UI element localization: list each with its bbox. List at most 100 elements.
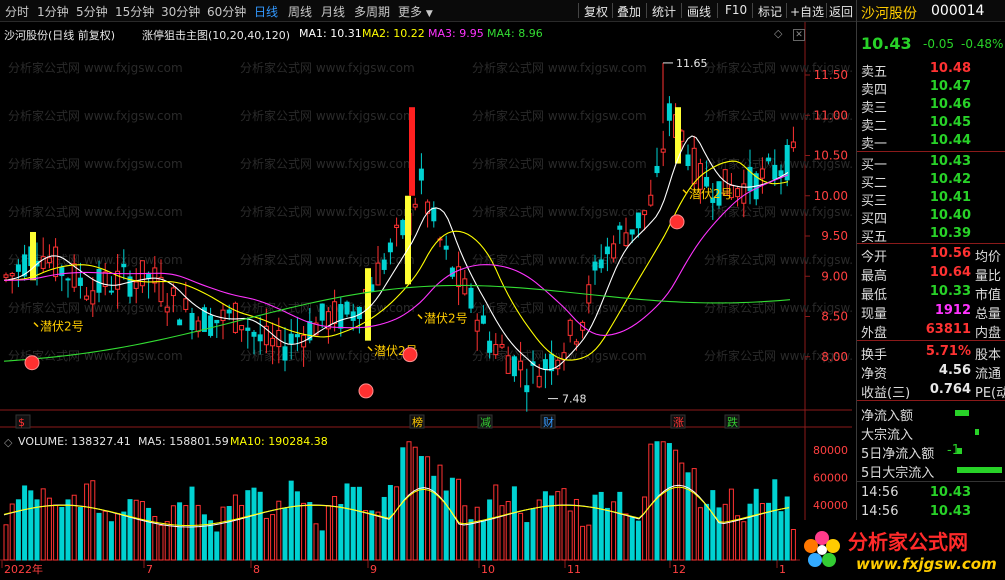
- volume-bar: [592, 494, 598, 561]
- toolbar-divider: [612, 3, 613, 18]
- tab-15min[interactable]: 15分钟: [115, 5, 155, 19]
- low-label: 7.48: [562, 393, 587, 406]
- volume-bar: [245, 490, 251, 561]
- back-button[interactable]: 返回: [829, 5, 854, 19]
- time-axis-label: 9: [370, 563, 377, 576]
- candle-body: [313, 322, 319, 336]
- tab-monthly[interactable]: 月线: [321, 5, 346, 19]
- tab-more[interactable]: 更多 ▼: [398, 3, 433, 20]
- volume-bar: [660, 441, 666, 561]
- ask-row: 卖三 10.46: [861, 97, 971, 116]
- candle-body: [592, 261, 598, 271]
- candle-body: [220, 309, 226, 322]
- candle-body: [183, 298, 189, 310]
- candle-body: [766, 157, 772, 162]
- signal-arrow: [367, 346, 373, 352]
- overlay-button[interactable]: 叠加: [617, 5, 642, 19]
- diamond-icon[interactable]: ◇: [774, 27, 783, 40]
- volume-bar: [598, 491, 604, 561]
- indicator-name: 涨停狙击主图(10,20,40,120): [142, 29, 291, 42]
- add-watchlist-button[interactable]: +自选: [790, 5, 825, 19]
- volume-bar: [195, 504, 201, 561]
- tab-30min[interactable]: 30分钟: [161, 5, 201, 19]
- candle-body: [542, 359, 548, 370]
- stats-button[interactable]: 统计: [652, 5, 677, 19]
- watermark-text: 分析家公式网 www.fxjgsw.com: [704, 348, 852, 363]
- price-axis-label: 8.50: [821, 310, 848, 324]
- volume-bar: [164, 521, 170, 561]
- volume-bar: [65, 499, 71, 561]
- event-marker: 减: [480, 416, 491, 429]
- time-axis-label: 11: [567, 563, 581, 576]
- price-axis-label: 9.00: [821, 269, 848, 283]
- tab-weekly[interactable]: 周线: [288, 5, 313, 19]
- candle-body: [400, 220, 406, 236]
- volume-bar: [406, 441, 412, 561]
- stat-row: 净资 4.56 流通: [861, 363, 1002, 382]
- candle-body: [77, 277, 83, 286]
- volume-bar: [239, 504, 245, 561]
- volume-bar: [449, 477, 455, 561]
- ticks-divider: [857, 481, 1005, 482]
- tab-daily[interactable]: 日线: [254, 5, 279, 19]
- close-icon[interactable]: ✕: [793, 29, 805, 41]
- flow-divider: [857, 400, 1005, 401]
- candle-body: [623, 232, 629, 247]
- draw-line-button[interactable]: 画线: [687, 5, 712, 19]
- tab-timeshare[interactable]: 分时: [5, 5, 30, 19]
- volume-bar: [28, 490, 34, 561]
- volume-bar: [741, 521, 747, 561]
- candle-body: [536, 375, 542, 388]
- price-change-pct: -0.48%: [961, 37, 1004, 51]
- volume-bar: [108, 521, 114, 561]
- candle-body: [214, 319, 220, 324]
- candle-body: [487, 340, 493, 353]
- candle-body: [642, 210, 648, 216]
- candle-body: [59, 267, 65, 277]
- stock-code: 000014: [931, 3, 985, 19]
- candle-body: [617, 225, 623, 230]
- event-marker: 跌: [727, 415, 738, 429]
- candle-body: [443, 245, 449, 250]
- flow-value: -1: [947, 443, 960, 458]
- stats-divider: [857, 243, 1005, 244]
- signal-dot: [24, 355, 40, 371]
- volume-bar: [648, 443, 654, 561]
- candle-body: [747, 166, 753, 192]
- tab-multi-period[interactable]: 多周期: [354, 5, 391, 19]
- candle-body: [704, 176, 710, 187]
- logo-url: www.fxjgsw.com: [856, 555, 997, 573]
- ask-row: 卖一 10.44: [861, 133, 971, 152]
- candle-body: [251, 331, 257, 337]
- tab-5min[interactable]: 5分钟: [76, 5, 108, 19]
- tab-60min[interactable]: 60分钟: [207, 5, 247, 19]
- chart-canvas[interactable]: 分析家公式网 www.fxjgsw.com 分析家公式网 www.fxjgsw.c…: [0, 22, 852, 580]
- kline-chart[interactable]: 分析家公式网 www.fxjgsw.com 分析家公式网 www.fxjgsw.c…: [0, 22, 852, 580]
- ma4-line: [3, 284, 791, 362]
- watermark-text: 分析家公式网 www.fxjgsw.com: [240, 252, 415, 267]
- candle-body: [790, 141, 796, 149]
- signal-dot: [669, 214, 685, 230]
- volume-bar: [183, 505, 189, 561]
- volume-bar: [369, 510, 375, 561]
- volume-bar: [133, 499, 139, 561]
- ma4-legend: MA4: 8.96: [487, 27, 543, 40]
- candle-body: [474, 319, 480, 332]
- volume-bar: [177, 502, 183, 561]
- event-marker-bg: [670, 414, 686, 429]
- adjust-button[interactable]: 复权: [584, 5, 609, 19]
- event-marker-bg: [477, 414, 493, 429]
- volume-bar: [214, 531, 220, 561]
- time-axis-label: 2022年: [4, 562, 43, 576]
- candle-body: [263, 325, 269, 346]
- candle-body: [22, 254, 28, 277]
- candle-body: [127, 276, 133, 297]
- watermark-text: 分析家公式网 www.fxjgsw.com: [704, 300, 852, 315]
- watermark-text: 分析家公式网 www.fxjgsw.com: [8, 300, 183, 315]
- f10-button[interactable]: F10: [725, 3, 748, 17]
- candle-body: [164, 306, 170, 313]
- mark-button[interactable]: 标记: [758, 5, 783, 19]
- tab-1min[interactable]: 1分钟: [37, 5, 69, 19]
- volume-bar: [673, 449, 679, 561]
- volume-bar: [772, 479, 778, 561]
